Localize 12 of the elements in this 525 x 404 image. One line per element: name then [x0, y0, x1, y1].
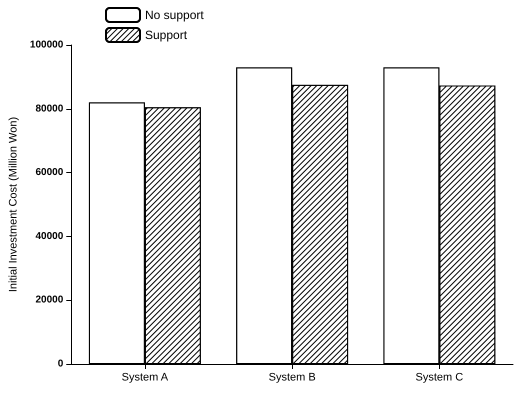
- y-tick-label: 20000: [35, 294, 64, 306]
- y-tick-label: 80000: [35, 103, 64, 114]
- x-tick-label: System A: [122, 372, 169, 384]
- y-axis-title: Initial Investment Cost (Million Won): [8, 116, 20, 292]
- y-tick-label: 40000: [35, 230, 64, 242]
- y-tick-label: 0: [58, 358, 64, 370]
- y-tick-label: 60000: [35, 167, 64, 178]
- y-tick-label: 100000: [30, 40, 64, 50]
- x-tick-label: System B: [268, 372, 316, 384]
- legend-label: No support: [145, 8, 204, 22]
- legend-label: Support: [145, 28, 188, 42]
- x-tick-label: System C: [416, 372, 464, 384]
